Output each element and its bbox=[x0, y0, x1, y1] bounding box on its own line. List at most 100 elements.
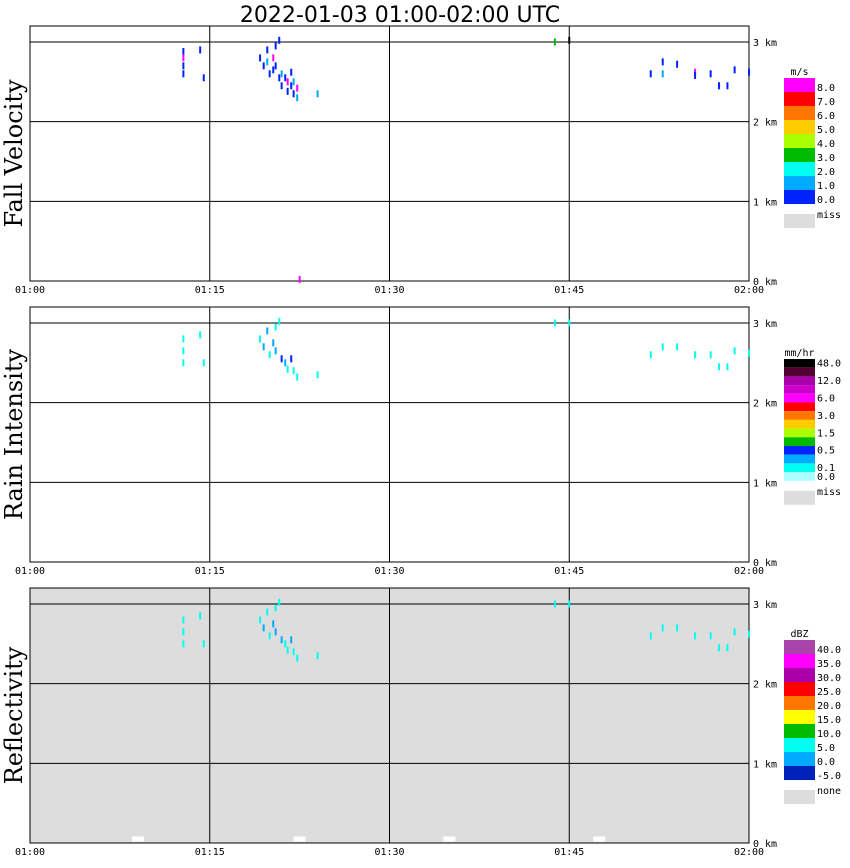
data-pixel bbox=[296, 373, 299, 381]
data-pixel bbox=[274, 604, 277, 612]
data-pixel bbox=[694, 351, 697, 359]
data-pixel bbox=[676, 343, 679, 351]
colorbar-swatch bbox=[784, 120, 815, 134]
data-pixel bbox=[298, 275, 301, 283]
height-tick-label: 0 km bbox=[753, 277, 777, 288]
data-pixel bbox=[278, 36, 281, 44]
colorbar-swatch bbox=[784, 176, 815, 190]
colorbar-label: 4.0 bbox=[817, 139, 835, 150]
data-pixel bbox=[274, 42, 277, 50]
colorbar-miss-swatch bbox=[784, 490, 815, 505]
colorbar-label: 6.0 bbox=[817, 394, 835, 405]
colorbar-label: 6.0 bbox=[817, 111, 835, 122]
data-pixel bbox=[553, 38, 556, 46]
x-tick-label: 01:45 bbox=[554, 847, 584, 858]
data-pixel bbox=[733, 628, 736, 636]
data-pixel bbox=[280, 355, 283, 363]
data-pixel bbox=[290, 636, 293, 644]
data-pixel bbox=[694, 632, 697, 640]
height-tick-label: 0 km bbox=[753, 839, 777, 850]
data-pixel bbox=[649, 70, 652, 78]
data-pixel bbox=[553, 600, 556, 608]
colorbar-label: 10.0 bbox=[817, 729, 841, 740]
colorbar-swatch bbox=[784, 78, 815, 92]
colorbar-label: 7.0 bbox=[817, 97, 835, 108]
data-pixel bbox=[292, 648, 295, 656]
height-tick-label: 0 km bbox=[753, 558, 777, 569]
data-pixel bbox=[443, 836, 456, 842]
data-pixel bbox=[718, 644, 721, 652]
colorbar-swatch bbox=[784, 402, 815, 412]
colorbar-swatch bbox=[784, 148, 815, 162]
panel-3: 01:00 01:15 01:30 01:45 02:000 km 1 km 2 km 3 k… bbox=[0, 587, 841, 858]
colorbar-swatch bbox=[784, 724, 815, 738]
colorbar-swatch bbox=[784, 106, 815, 120]
data-pixel bbox=[661, 58, 664, 66]
data-pixel bbox=[266, 327, 269, 335]
data-pixel bbox=[268, 632, 271, 640]
data-pixel bbox=[268, 351, 271, 359]
x-tick-label: 01:15 bbox=[195, 847, 225, 858]
colorbar-label: 8.0 bbox=[817, 83, 835, 94]
colorbar-label: 15.0 bbox=[817, 715, 841, 726]
colorbar-unit: dBZ bbox=[790, 629, 808, 640]
colorbar-label: 3.0 bbox=[817, 153, 835, 164]
data-pixel bbox=[182, 347, 185, 355]
colorbar-label: 5.0 bbox=[817, 743, 835, 754]
data-pixel bbox=[290, 82, 293, 90]
data-pixel bbox=[748, 349, 750, 357]
data-pixel bbox=[593, 836, 606, 842]
data-pixel bbox=[748, 68, 750, 76]
colorbar-miss-swatch bbox=[784, 214, 815, 228]
colorbar-label: 20.0 bbox=[817, 701, 841, 712]
x-tick-label: 02:00 bbox=[734, 847, 764, 858]
colorbar-swatch bbox=[784, 640, 815, 654]
data-pixel bbox=[568, 36, 571, 44]
colorbar-swatch bbox=[784, 682, 815, 696]
colorbar-label: 0.5 bbox=[817, 446, 835, 457]
colorbar-miss-label: miss bbox=[817, 487, 841, 498]
data-pixel bbox=[661, 343, 664, 351]
colorbar-swatch bbox=[784, 411, 815, 420]
x-tick-label: 01:30 bbox=[374, 566, 404, 577]
data-pixel bbox=[266, 46, 269, 54]
data-pixel bbox=[272, 54, 275, 62]
colorbar-swatch bbox=[784, 446, 815, 455]
colorbar-label: 0.0 bbox=[817, 472, 835, 483]
x-tick-label: 01:15 bbox=[195, 285, 225, 296]
colorbar-swatch bbox=[784, 393, 815, 403]
colorbar-label: 30.0 bbox=[817, 673, 841, 684]
colorbar-swatch bbox=[784, 668, 815, 682]
data-pixel bbox=[199, 612, 202, 620]
data-pixel bbox=[182, 62, 185, 70]
height-tick-label: 2 km bbox=[753, 118, 777, 129]
data-pixel bbox=[278, 317, 281, 325]
height-tick-label: 1 km bbox=[753, 197, 777, 208]
colorbar-label: 12.0 bbox=[817, 376, 841, 387]
data-pixel bbox=[182, 335, 185, 343]
height-tick-label: 1 km bbox=[753, 759, 777, 770]
data-pixel bbox=[182, 628, 185, 636]
colorbar-swatch bbox=[784, 367, 815, 377]
colorbar-label: 35.0 bbox=[817, 659, 841, 670]
colorbar-swatch bbox=[784, 454, 815, 464]
data-pixel bbox=[726, 82, 729, 90]
colorbar-swatch bbox=[784, 428, 815, 438]
data-pixel bbox=[199, 331, 202, 339]
data-pixel bbox=[316, 90, 319, 98]
x-tick-label: 01:30 bbox=[374, 285, 404, 296]
data-pixel bbox=[272, 66, 275, 74]
data-pixel bbox=[553, 319, 556, 327]
panel-2: 01:00 01:15 01:30 01:45 02:000 km 1 km 2 km 3 k… bbox=[0, 306, 841, 577]
data-pixel bbox=[278, 598, 281, 606]
data-pixel bbox=[202, 640, 205, 648]
colorbar-label: 25.0 bbox=[817, 687, 841, 698]
data-pixel bbox=[259, 335, 262, 343]
data-pixel bbox=[272, 620, 275, 628]
data-pixel bbox=[293, 836, 306, 842]
colorbar-label: 5.0 bbox=[817, 125, 835, 136]
data-pixel bbox=[733, 347, 736, 355]
data-pixel bbox=[182, 616, 185, 624]
data-pixel bbox=[733, 66, 736, 74]
data-pixel bbox=[280, 636, 283, 644]
